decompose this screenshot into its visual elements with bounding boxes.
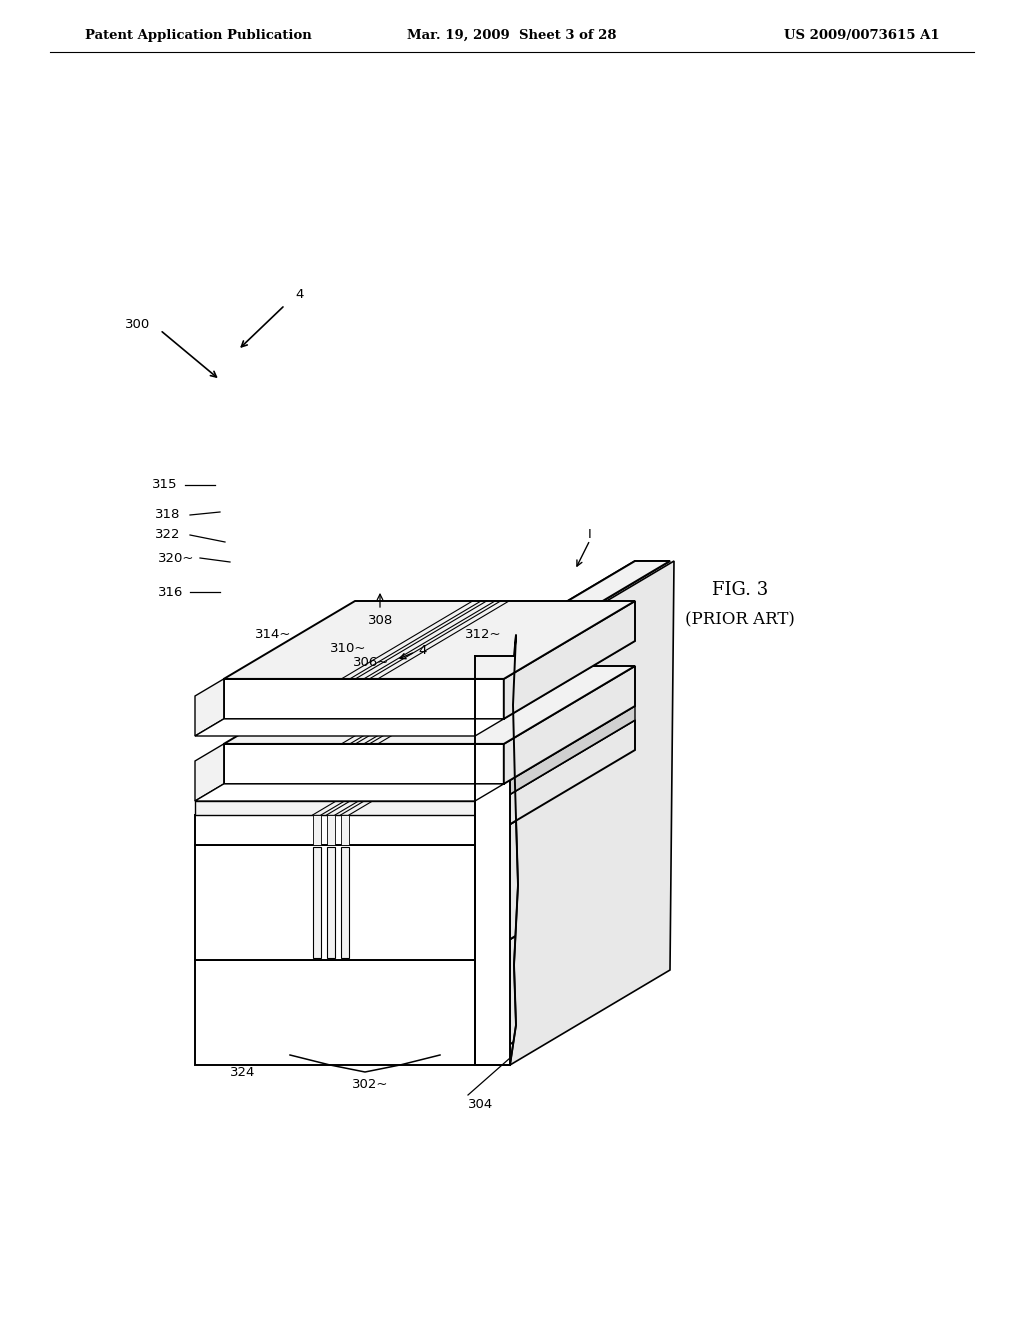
Polygon shape: [224, 601, 635, 678]
Text: 4: 4: [295, 289, 303, 301]
Polygon shape: [312, 847, 321, 958]
Text: 304: 304: [468, 1098, 494, 1111]
Polygon shape: [312, 814, 321, 845]
Polygon shape: [195, 678, 224, 737]
Text: Patent Application Publication: Patent Application Publication: [85, 29, 311, 41]
Polygon shape: [504, 667, 635, 784]
Polygon shape: [475, 865, 635, 1065]
Text: 308: 308: [368, 614, 393, 627]
Polygon shape: [341, 847, 349, 958]
Text: 306~: 306~: [353, 656, 389, 668]
Polygon shape: [341, 814, 349, 845]
Polygon shape: [224, 744, 504, 784]
Polygon shape: [475, 561, 670, 656]
Text: 318: 318: [155, 508, 180, 521]
Polygon shape: [504, 601, 635, 719]
Text: FIG. 3: FIG. 3: [712, 581, 768, 599]
Text: 315: 315: [152, 479, 177, 491]
Text: Mar. 19, 2009  Sheet 3 of 28: Mar. 19, 2009 Sheet 3 of 28: [408, 29, 616, 41]
Polygon shape: [195, 865, 635, 960]
Text: 4: 4: [418, 644, 426, 656]
Polygon shape: [195, 706, 635, 801]
Text: 314~: 314~: [255, 628, 292, 642]
Text: 316: 316: [158, 586, 183, 598]
Polygon shape: [195, 750, 635, 845]
Polygon shape: [195, 784, 504, 801]
Text: 300: 300: [125, 318, 151, 331]
Polygon shape: [195, 845, 475, 960]
Text: 320~: 320~: [158, 552, 195, 565]
Polygon shape: [475, 656, 510, 1065]
Text: 302~: 302~: [352, 1078, 388, 1092]
Text: 310~: 310~: [330, 642, 367, 655]
Polygon shape: [195, 814, 475, 845]
Polygon shape: [475, 719, 635, 845]
Polygon shape: [195, 960, 475, 1065]
Text: 322: 322: [155, 528, 180, 541]
Polygon shape: [224, 678, 504, 719]
Text: 312~: 312~: [465, 628, 502, 642]
Polygon shape: [195, 744, 224, 801]
Polygon shape: [327, 847, 335, 958]
Text: 324: 324: [230, 1065, 255, 1078]
Polygon shape: [475, 750, 635, 960]
Polygon shape: [224, 667, 635, 744]
Polygon shape: [475, 706, 635, 814]
Polygon shape: [327, 814, 335, 845]
Polygon shape: [195, 719, 504, 737]
Polygon shape: [510, 561, 674, 1065]
Text: I: I: [588, 528, 592, 541]
Polygon shape: [475, 561, 670, 656]
Text: US 2009/0073615 A1: US 2009/0073615 A1: [784, 29, 940, 41]
Polygon shape: [475, 656, 510, 1065]
Polygon shape: [224, 642, 635, 719]
Text: (PRIOR ART): (PRIOR ART): [685, 611, 795, 628]
Polygon shape: [195, 719, 635, 814]
Polygon shape: [195, 801, 475, 814]
